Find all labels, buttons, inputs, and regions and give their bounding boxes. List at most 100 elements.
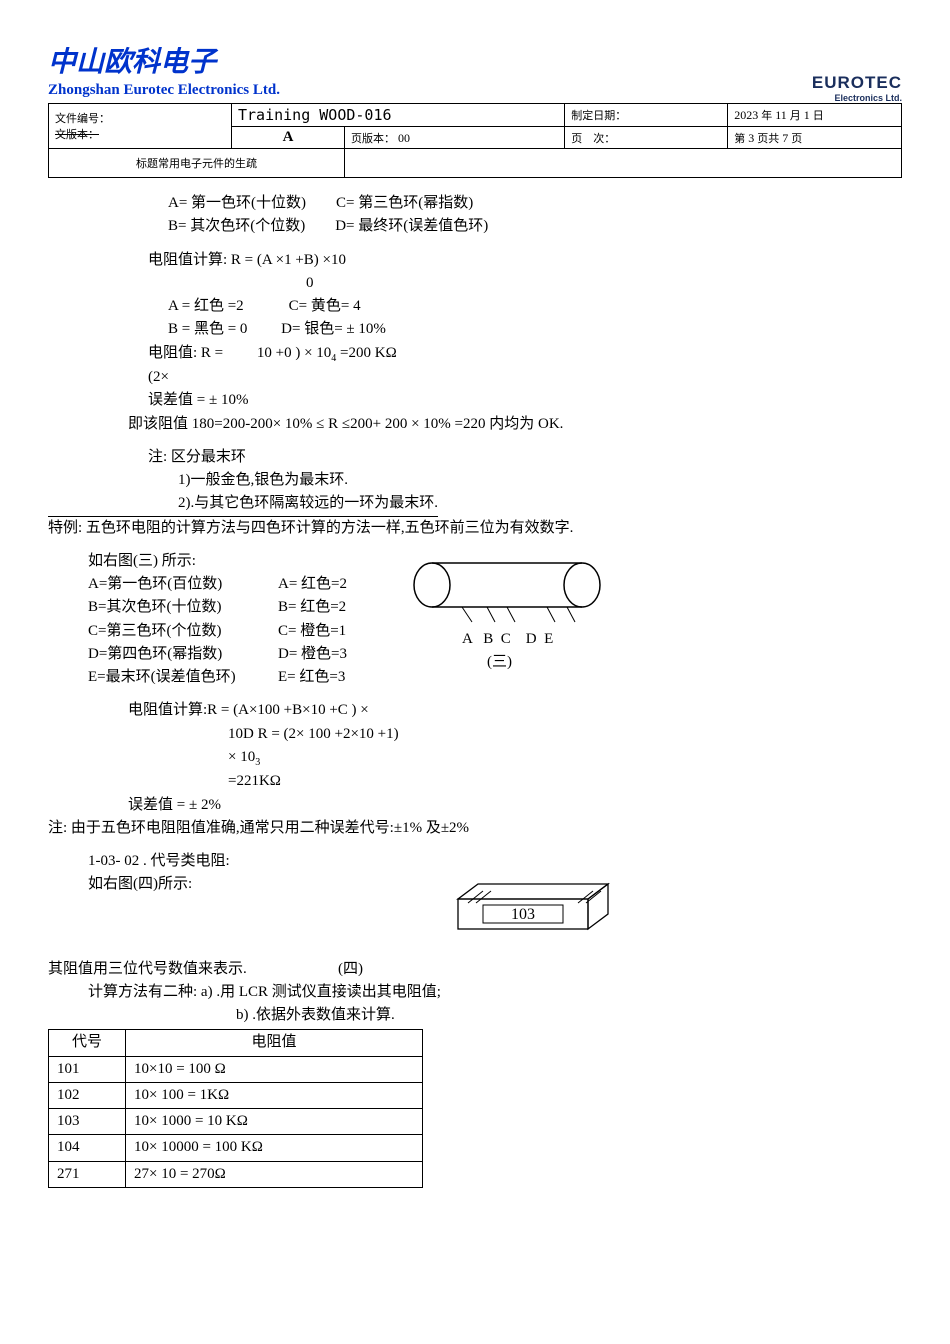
fig4-num: 103 <box>511 906 535 923</box>
five-a-l: A=第一色环(百位数) <box>88 573 278 596</box>
figure-4: 103 <box>428 879 628 957</box>
fig3-intro: 如右图(三) 所示: <box>88 550 347 573</box>
table-row: 10310× 1000 = 10 KΩ <box>49 1109 423 1135</box>
page-suffix: 页 <box>791 133 802 145</box>
title-text: 常用电子元件的生疏 <box>158 158 257 170</box>
smd-resistor-icon: 103 <box>428 879 628 949</box>
logo-text-bot: Electronics Ltd. <box>812 93 902 103</box>
five-a-r: A= 红色=2 <box>278 573 347 596</box>
code-cell: 271 <box>49 1161 126 1187</box>
label-docver: 文版本： <box>55 129 99 141</box>
fig4-caption: (四) <box>338 958 363 981</box>
five-e-r: E= 红色=3 <box>278 666 345 689</box>
code-desc: 其阻值用三位代号数值来表示. <box>48 958 338 981</box>
company-name-en: Zhongshan Eurotec Electronics Ltd. <box>48 82 280 99</box>
line-note-2: 2).与其它色环隔离较远的一环为最末环. <box>48 492 438 516</box>
line-note-1: 1)一般金色,银色为最末环. <box>48 469 902 492</box>
five-c-r: C= 橙色=1 <box>278 620 346 643</box>
code-cell: 104 <box>49 1135 126 1161</box>
th-code: 代号 <box>49 1030 126 1056</box>
date-month: 11 <box>775 108 787 122</box>
code-cell: 102 <box>49 1082 126 1108</box>
company-name-cn: 中山欧科电子 <box>48 40 280 80</box>
subver-cell: 页版本： 00 <box>345 127 565 149</box>
doc-number-cell: 文件编号： 文版本： <box>49 104 232 149</box>
page-cell: 第 3 页共 7 页 <box>728 127 902 149</box>
label-docno: 文件编号： <box>55 113 110 125</box>
table-row: 10110×10 = 100 Ω <box>49 1056 423 1082</box>
table-row: 10210× 100 = 1KΩ <box>49 1082 423 1108</box>
five-b-l: B=其次色环(十位数) <box>88 596 278 619</box>
note2-text: 2).与其它色环隔离较远的一环为最末环. <box>178 495 438 511</box>
date-day: 1 <box>804 108 810 122</box>
code-cell: 103 <box>49 1109 126 1135</box>
r-calc-exp: 4 <box>331 353 336 364</box>
fig4-caption-row: 其阻值用三位代号数值来表示. (四) <box>48 958 902 981</box>
line-r-calc: 电阻值: R = 10 +0 ) × 104 =200 KΩ <box>48 342 902 367</box>
table-row: 10410× 10000 = 100 KΩ <box>49 1135 423 1161</box>
title-label: 标题 <box>136 158 158 170</box>
label-date: 制定日期： <box>565 104 728 127</box>
value-cell: 10×10 = 100 Ω <box>126 1056 423 1082</box>
five-ring-text: 如右图(三) 所示: A=第一色环(百位数)A= 红色=2 B=其次色环(十位数… <box>48 550 347 690</box>
value-cell: 10× 1000 = 10 KΩ <box>126 1109 423 1135</box>
rev-val: A <box>232 127 345 149</box>
sec-1-03-02: 1-03- 02 . 代号类电阻: <box>48 850 902 873</box>
fc3a: × 10 <box>228 749 255 765</box>
fig4-intro: 如右图(四)所示: <box>48 873 428 957</box>
th-value: 电阻值 <box>126 1030 423 1056</box>
title-blank <box>345 149 902 178</box>
line-a-c-vals: A = 红色 =2 C= 黄色= 4 <box>48 295 902 318</box>
table-header: 代号 电阻值 <box>49 1030 423 1056</box>
five-b-r: B= 红色=2 <box>278 596 346 619</box>
page-mid: 页共 <box>757 133 779 145</box>
doc-info-table: 文件编号： 文版本： Training WOOD-016 制定日期： 2023 … <box>48 103 902 178</box>
fig3-caption: (三) <box>407 651 627 674</box>
line-r-calc-paren: (2× <box>48 366 902 389</box>
five-err: 误差值 = ± 2% <box>48 794 902 817</box>
five-calc-2: 10D R = (2× 100 +2×10 +1) <box>48 723 902 746</box>
label-pageci: 页 次： <box>565 127 728 149</box>
resistor-icon <box>407 560 627 650</box>
date-cell: 2023 年 11 月 1 日 <box>728 104 902 127</box>
line-rings-ac: A= 第一色环(十位数) C= 第三色环(幂指数) <box>48 192 902 215</box>
five-note: 注: 由于五色环电阻阻值准确,通常只用二种误差代号:±1% 及±2% <box>48 817 902 840</box>
five-calc-1: 电阻值计算:R = (A×100 +B×10 +C ) × <box>48 699 902 722</box>
page-header: 中山欧科电子 Zhongshan Eurotec Electronics Ltd… <box>48 40 902 103</box>
page-prefix: 第 <box>734 133 745 145</box>
date-d: 日 <box>813 110 824 122</box>
fig4-row: 如右图(四)所示: 103 <box>48 873 902 957</box>
company-block: 中山欧科电子 Zhongshan Eurotec Electronics Ltd… <box>48 40 280 103</box>
line-err-10: 误差值 = ± 10% <box>48 389 902 412</box>
subver-val: 00 <box>398 131 410 145</box>
code-cell: 101 <box>49 1056 126 1082</box>
title-cell: 标题常用电子元件的生疏 <box>49 149 345 178</box>
page-cur: 3 <box>748 131 754 145</box>
logo: EUROTEC Electronics Ltd. <box>812 73 902 103</box>
five-c-l: C=第三色环(个位数) <box>88 620 278 643</box>
date-m: 月 <box>790 110 801 122</box>
date-y: 年 <box>761 110 772 122</box>
line-rings-bd: B= 其次色环(个位数) D= 最终环(误差值色环) <box>48 215 902 238</box>
five-calc-4: =221KΩ <box>48 770 902 793</box>
logo-text-top: EUROTEC <box>812 73 902 93</box>
five-ring-block: 如右图(三) 所示: A=第一色环(百位数)A= 红色=2 B=其次色环(十位数… <box>48 550 902 690</box>
r-calc-a: 电阻值: R = 10 +0 ) × 10 <box>148 345 331 361</box>
table-row: 27127× 10 = 270Ω <box>49 1161 423 1187</box>
line-range-ok: 即该阻值 180=200-200× 10% ≤ R ≤200+ 200 × 10… <box>48 413 902 436</box>
five-d-r: D= 橙色=3 <box>278 643 347 666</box>
fc3exp: 3 <box>255 757 260 768</box>
line-formula: 电阻值计算: R = (A ×1 +B) ×10 <box>48 249 902 272</box>
document-body: A= 第一色环(十位数) C= 第三色环(幂指数) B= 其次色环(个位数) D… <box>48 192 902 1188</box>
code-table: 代号 电阻值 10110×10 = 100 Ω10210× 100 = 1KΩ1… <box>48 1029 423 1188</box>
line-special: 特例: 五色环电阻的计算方法与四色环计算的方法一样,五色环前三位为有效数字. <box>48 517 902 540</box>
line-note-last: 注: 区分最末环 <box>48 446 902 469</box>
calc-method-b: b) .依据外表数值来计算. <box>48 1004 902 1027</box>
doc-code: Training WOOD-016 <box>232 104 565 127</box>
line-b-d-vals: B = 黑色 = 0 D= 银色= ± 10% <box>48 318 902 341</box>
five-d-l: D=第四色环(幂指数) <box>88 643 278 666</box>
line-formula-zero: 0 <box>48 272 902 295</box>
figure-3: A B C D E (三) <box>407 560 627 690</box>
value-cell: 27× 10 = 270Ω <box>126 1161 423 1187</box>
r-calc-b: =200 KΩ <box>340 345 397 361</box>
